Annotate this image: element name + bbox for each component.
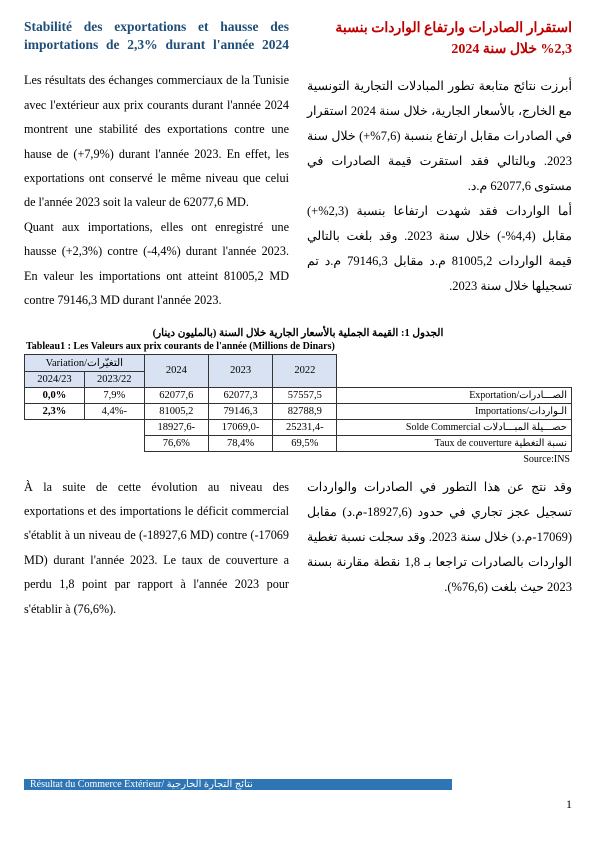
para-fr-1: Les résultats des échanges commerciaux d… bbox=[24, 68, 289, 214]
th-2023: 2023 bbox=[208, 354, 272, 387]
table-caption-ar: الجدول 1: القيمة الجملية بالأسعار الجاري… bbox=[24, 327, 572, 339]
row-label: حصـــيلة المبـــادلات Solde Commercial bbox=[337, 419, 572, 435]
cell: 4,4%- bbox=[84, 403, 144, 419]
page-number: 1 bbox=[24, 797, 572, 812]
para-ar-2: أما الواردات فقد شهدت ارتفاعا بنسبة (2,3… bbox=[307, 199, 572, 299]
data-table: Variation/التغيّرات 2024 2023 2022 2024/… bbox=[24, 354, 572, 452]
cell: 17069,0- bbox=[208, 419, 272, 435]
cell: 62077,6 bbox=[144, 387, 208, 403]
cell: 62077,3 bbox=[208, 387, 272, 403]
th-2024: 2024 bbox=[144, 354, 208, 387]
table-row: 0,0% 7,9% 62077,6 62077,3 57557,5 الصـــ… bbox=[25, 387, 572, 403]
table-row: 2,3% 4,4%- 81005,2 79146,3 82788,9 الـوا… bbox=[25, 403, 572, 419]
cell: 82788,9 bbox=[273, 403, 337, 419]
footer: Résultat du Commerce Extérieur/ نتائج ال… bbox=[24, 775, 572, 812]
cell: 79146,3 bbox=[208, 403, 272, 419]
col-arabic: استقرار الصادرات وارتفاع الواردات بنسبة … bbox=[307, 18, 572, 313]
cell: 81005,2 bbox=[144, 403, 208, 419]
col-arabic-2: وقد نتج عن هذا التطور في الصادرات والوار… bbox=[307, 475, 572, 621]
th-v2423: 2024/23 bbox=[25, 371, 85, 387]
row-label: الـواردات/Importations bbox=[337, 403, 572, 419]
footer-bar: Résultat du Commerce Extérieur/ نتائج ال… bbox=[24, 775, 572, 793]
col-french: Stabilité des exportations et hausse des… bbox=[24, 18, 289, 313]
title-ar: استقرار الصادرات وارتفاع الواردات بنسبة … bbox=[307, 18, 572, 60]
row-label: نسبة التغطية Taux de couverture bbox=[337, 435, 572, 451]
cell: 18927,6- bbox=[144, 419, 208, 435]
row-label: الصـــادرات/Exportation bbox=[337, 387, 572, 403]
th-2022: 2022 bbox=[273, 354, 337, 387]
cell: 7,9% bbox=[84, 387, 144, 403]
title-fr: Stabilité des exportations et hausse des… bbox=[24, 18, 289, 54]
cell bbox=[25, 419, 145, 451]
table-source: Source:INS bbox=[24, 454, 572, 465]
para-ar-1: أبرزت نتائج متابعة تطور المبادلات التجار… bbox=[307, 74, 572, 199]
cell: 69,5% bbox=[273, 435, 337, 451]
footer-text: Résultat du Commerce Extérieur/ نتائج ال… bbox=[24, 779, 452, 790]
para-fr-2: Quant aux importations, elles ont enregi… bbox=[24, 215, 289, 313]
cell: 0,0% bbox=[25, 387, 85, 403]
para-fr-3: À la suite de cette évolution au niveau … bbox=[24, 475, 289, 621]
cell: 25231,4- bbox=[273, 419, 337, 435]
top-columns: Stabilité des exportations et hausse des… bbox=[24, 18, 572, 313]
th-variation: Variation/التغيّرات bbox=[25, 354, 145, 371]
table-block: الجدول 1: القيمة الجملية بالأسعار الجاري… bbox=[24, 327, 572, 465]
cell: 2,3% bbox=[25, 403, 85, 419]
table-caption-fr: Tableau1 : Les Valeurs aux prix courants… bbox=[24, 341, 572, 352]
th-blank bbox=[337, 354, 572, 387]
table-row: 18927,6- 17069,0- 25231,4- حصـــيلة المب… bbox=[25, 419, 572, 435]
cell: 76,6% bbox=[144, 435, 208, 451]
cell: 57557,5 bbox=[273, 387, 337, 403]
th-v2322: 2023/22 bbox=[84, 371, 144, 387]
para-ar-3: وقد نتج عن هذا التطور في الصادرات والوار… bbox=[307, 475, 572, 600]
col-french-2: À la suite de cette évolution au niveau … bbox=[24, 475, 289, 621]
bottom-columns: À la suite de cette évolution au niveau … bbox=[24, 475, 572, 621]
cell: 78,4% bbox=[208, 435, 272, 451]
